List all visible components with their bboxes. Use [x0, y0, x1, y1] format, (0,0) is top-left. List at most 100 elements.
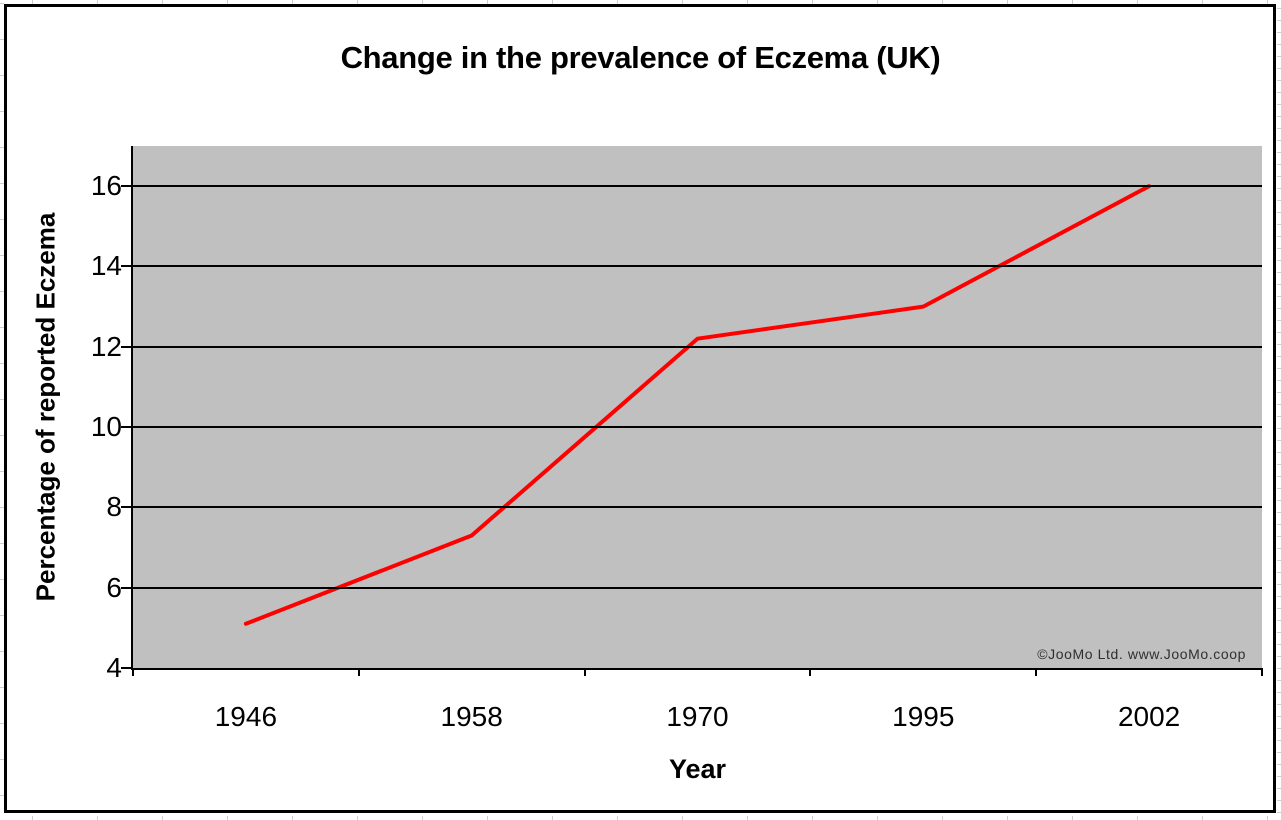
spreadsheet-grid-stub: [0, 435, 4, 436]
spreadsheet-grid-stub: [812, 816, 813, 820]
x-tick-label-1970: 1970: [666, 701, 729, 732]
spreadsheet-grid-stub: [0, 507, 4, 508]
x-axis-title: Year: [668, 754, 727, 784]
spreadsheet-grid-stub: [1277, 380, 1281, 381]
spreadsheet-grid-stub: [1202, 816, 1203, 820]
spreadsheet-grid-stub: [1202, 0, 1203, 4]
spreadsheet-grid-stub: [1277, 392, 1281, 393]
spreadsheet-grid-stub: [292, 816, 293, 820]
spreadsheet-grid-stub: [1277, 620, 1281, 621]
x-tick-mark: [809, 668, 812, 676]
y-tick-label-12: 12: [90, 330, 122, 362]
spreadsheet-grid-stub: [0, 795, 4, 796]
spreadsheet-grid-stub: [1277, 320, 1281, 321]
spreadsheet-grid-stub: [1277, 452, 1281, 453]
spreadsheet-grid-stub: [422, 816, 423, 820]
data-line-layer: [243, 184, 1152, 626]
spreadsheet-grid-stub: [1277, 440, 1281, 441]
spreadsheet-grid-stub: [1277, 116, 1281, 117]
spreadsheet-grid-stub: [32, 816, 33, 820]
spreadsheet-grid-stub: [1277, 428, 1281, 429]
spreadsheet-grid-stub: [357, 816, 358, 820]
spreadsheet-grid-stub: [1277, 20, 1281, 21]
spreadsheet-grid-stub: [1277, 512, 1281, 513]
spreadsheet-grid-stub: [1072, 0, 1073, 4]
gridline-y-6: [133, 586, 1262, 589]
spreadsheet-grid-stub: [682, 816, 683, 820]
spreadsheet-grid-stub: [1277, 692, 1281, 693]
spreadsheet-grid-stub: [0, 363, 4, 364]
spreadsheet-grid-stub: [1277, 32, 1281, 33]
spreadsheet-grid-stub: [0, 255, 4, 256]
x-tick-mark: [1261, 668, 1263, 676]
spreadsheet-grid-stub: [1277, 716, 1281, 717]
spreadsheet-grid-stub: [1277, 332, 1281, 333]
spreadsheet-grid-stub: [552, 816, 553, 820]
spreadsheet-grid-stub: [0, 543, 4, 544]
x-tick-label-2002: 2002: [1117, 701, 1181, 732]
gridline-y-12: [133, 345, 1262, 348]
spreadsheet-grid-stub: [1277, 200, 1281, 201]
spreadsheet-grid-stub: [1007, 816, 1008, 820]
spreadsheet-grid-stub: [1277, 740, 1281, 741]
spreadsheet-grid-stub: [0, 471, 4, 472]
spreadsheet-grid-stub: [1267, 816, 1268, 820]
spreadsheet-grid-stub: [1277, 728, 1281, 729]
spreadsheet-grid-stub: [1277, 92, 1281, 93]
chart-title: Change in the prevalence of Eczema (UK): [340, 40, 941, 75]
spreadsheet-grid-stub: [1277, 68, 1281, 69]
x-tick-label-1995: 1995: [892, 701, 955, 732]
spreadsheet-grid-stub: [1277, 212, 1281, 213]
spreadsheet-grid-stub: [0, 147, 4, 148]
spreadsheet-grid-stub: [292, 0, 293, 4]
spreadsheet-grid-stub: [1277, 500, 1281, 501]
spreadsheet-grid-stub: [1277, 536, 1281, 537]
spreadsheet-grid-stub: [1277, 188, 1281, 189]
x-tick-mark: [1035, 668, 1038, 676]
spreadsheet-grid-stub: [1277, 152, 1281, 153]
spreadsheet-grid-stub: [1277, 308, 1281, 309]
spreadsheet-grid-stub: [1277, 236, 1281, 237]
x-tick-mark: [357, 668, 360, 676]
spreadsheet-grid-stub: [0, 651, 4, 652]
y-tick-label-10: 10: [90, 411, 122, 443]
spreadsheet-grid-stub: [1277, 404, 1281, 405]
spreadsheet-grid-stub: [487, 0, 488, 4]
gridline-y-14: [133, 265, 1262, 268]
spreadsheet-grid-stub: [1277, 44, 1281, 45]
spreadsheet-grid-stub: [1277, 416, 1281, 417]
spreadsheet-grid-stub: [1277, 104, 1281, 105]
spreadsheet-grid-stub: [1137, 816, 1138, 820]
spreadsheet-grid-stub: [1277, 344, 1281, 345]
gridline-y-8: [133, 506, 1262, 509]
x-tick-label-1946: 1946: [214, 701, 278, 732]
spreadsheet-grid-stub: [422, 0, 423, 4]
spreadsheet-grid-stub: [0, 327, 4, 328]
y-tick-mark: [121, 426, 131, 429]
y-tick-mark: [121, 185, 131, 188]
y-axis-line: [131, 146, 133, 670]
y-tick-mark: [121, 345, 131, 348]
spreadsheet-grid-stub: [1277, 284, 1281, 285]
spreadsheet-grid-stub: [1277, 368, 1281, 369]
spreadsheet-grid-stub: [1277, 224, 1281, 225]
x-tick-mark: [583, 668, 586, 676]
spreadsheet-grid-stub: [1277, 608, 1281, 609]
spreadsheet-grid-stub: [1277, 164, 1281, 165]
plot-area: ©JooMo Ltd. www.JooMo.coop: [131, 146, 1262, 670]
spreadsheet-grid-stub: [0, 183, 4, 184]
spreadsheet-grid-stub: [1277, 788, 1281, 789]
spreadsheet-grid-stub: [812, 0, 813, 4]
spreadsheet-grid-stub: [877, 816, 878, 820]
spreadsheet-grid-stub: [1277, 476, 1281, 477]
spreadsheet-grid-stub: [1072, 816, 1073, 820]
spreadsheet-grid-stub: [1277, 560, 1281, 561]
x-axis-line: [131, 668, 1262, 670]
y-tick-label-4: 4: [106, 652, 122, 683]
spreadsheet-grid-stub: [1277, 8, 1281, 9]
spreadsheet-grid-stub: [1277, 140, 1281, 141]
spreadsheet-grid-stub: [162, 0, 163, 4]
x-tick-mark: [132, 668, 134, 676]
x-tick-label-1958: 1958: [440, 701, 503, 732]
spreadsheet-grid-stub: [0, 3, 4, 4]
